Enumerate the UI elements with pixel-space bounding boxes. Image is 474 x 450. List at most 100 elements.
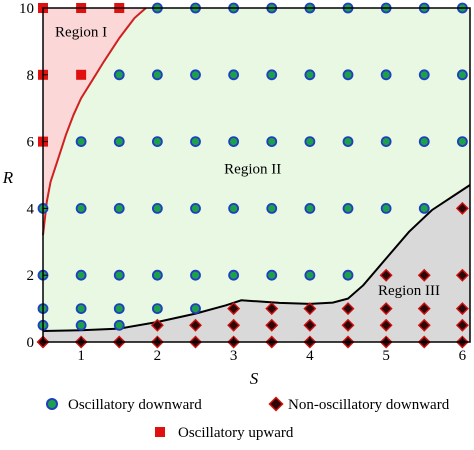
legend-item-oscillatory-downward: Oscillatory downward [46, 397, 202, 413]
oscillatory-downward-point [456, 69, 468, 81]
non-oscillatory-downward-point [417, 268, 431, 282]
legend-circle-marker [46, 398, 58, 410]
oscillatory-downward-point [151, 269, 163, 281]
oscillatory-downward-point [342, 202, 354, 214]
oscillatory-downward-point [304, 269, 316, 281]
non-oscillatory-downward-point [341, 318, 355, 332]
x-tick-label: 3 [230, 348, 238, 364]
oscillatory-downward-point [266, 69, 278, 81]
x-tick-label: 6 [459, 348, 467, 364]
region-1-label: Region I [55, 24, 107, 40]
lower-boundary-curve [42, 184, 471, 332]
axis-ticks: 1 2 3 4 5 6 0 2 4 6 8 10 [19, 1, 467, 364]
legend-item-non-oscillatory-downward: Non-oscillatory downward [268, 396, 450, 413]
oscillatory-downward-point [342, 136, 354, 148]
legend-item-oscillatory-upward: Oscillatory upward [155, 425, 294, 441]
oscillatory-downward-point [304, 69, 316, 81]
region-1-fill [43, 8, 146, 236]
x-tick-label: 5 [382, 348, 390, 364]
non-oscillatory-downward-point [265, 318, 279, 332]
oscillatory-downward-point [151, 202, 163, 214]
oscillatory-downward-point [113, 303, 125, 315]
oscillatory-downward-point [75, 303, 87, 315]
y-tick-label: 6 [27, 135, 35, 151]
non-oscillatory-downward-point [379, 268, 393, 282]
non-oscillatory-downward-point [455, 201, 469, 215]
legend-label-non-oscillatory-downward: Non-oscillatory downward [288, 397, 450, 413]
region-2-fill [43, 8, 470, 342]
oscillatory-downward-point [342, 269, 354, 281]
y-tick-label: 10 [19, 1, 34, 17]
oscillatory-downward-point [113, 202, 125, 214]
oscillatory-downward-point [228, 202, 240, 214]
oscillatory-downward-point [113, 319, 125, 331]
legend-label-oscillatory-upward: Oscillatory upward [178, 425, 294, 441]
non-oscillatory-downward-point [303, 318, 317, 332]
upper-boundary-curve [42, 7, 147, 236]
legend: Oscillatory downward Non-oscillatory dow… [46, 396, 450, 441]
oscillatory-downward-point [75, 136, 87, 148]
non-oscillatory-downward-point [379, 318, 393, 332]
oscillatory-downward-point [75, 269, 87, 281]
oscillatory-downward-point [304, 136, 316, 148]
oscillatory-downward-point [75, 319, 87, 331]
oscillatory-downward-point [456, 136, 468, 148]
non-oscillatory-downward-point [455, 318, 469, 332]
oscillatory-downward-point [190, 69, 201, 81]
x-axis-title: S [250, 369, 259, 388]
oscillatory-downward-point [113, 269, 125, 281]
x-tick-label: 1 [77, 348, 85, 364]
oscillatory-downward-point [342, 69, 354, 81]
region-2-label: Region II [224, 161, 281, 177]
oscillatory-downward-point [190, 136, 201, 148]
oscillatory-downward-point [190, 303, 201, 315]
legend-label-oscillatory-downward: Oscillatory downward [68, 397, 202, 413]
region-3-fill [43, 185, 470, 342]
oscillatory-downward-point [151, 69, 163, 81]
oscillatory-downward-point [151, 136, 163, 148]
non-oscillatory-downward-point [189, 318, 202, 332]
oscillatory-downward-point [113, 69, 125, 81]
oscillatory-downward-point [380, 69, 392, 81]
y-tick-label: 0 [27, 335, 35, 351]
oscillatory-downward-point [190, 202, 201, 214]
oscillatory-downward-point [304, 202, 316, 214]
oscillatory-downward-point [380, 136, 392, 148]
non-oscillatory-downward-point [455, 268, 469, 282]
non-oscillatory-downward-point [227, 302, 241, 316]
oscillatory-downward-point [190, 269, 201, 281]
oscillatory-downward-point [151, 303, 163, 315]
data-points [36, 2, 469, 349]
boundary-curves [42, 7, 471, 332]
non-oscillatory-downward-point [417, 318, 431, 332]
oscillatory-downward-point [266, 136, 278, 148]
x-tick-label: 2 [154, 348, 162, 364]
legend-diamond-marker [268, 396, 284, 412]
x-tick-label: 4 [306, 348, 314, 364]
region-3-label: Region III [378, 283, 440, 299]
oscillatory-downward-point [418, 136, 430, 148]
non-oscillatory-downward-point [379, 302, 393, 316]
non-oscillatory-downward-point [341, 302, 355, 316]
non-oscillatory-downward-point [303, 302, 317, 316]
y-axis-title: R [2, 168, 14, 187]
y-tick-label: 4 [27, 201, 35, 217]
oscillatory-downward-point [266, 202, 278, 214]
non-oscillatory-downward-point [265, 302, 279, 316]
oscillatory-downward-point [380, 202, 392, 214]
legend-square-marker [155, 427, 165, 437]
oscillatory-downward-point [228, 69, 240, 81]
non-oscillatory-downward-point [227, 318, 241, 332]
non-oscillatory-downward-point [455, 302, 469, 316]
oscillatory-downward-point [266, 269, 278, 281]
oscillatory-downward-point [113, 136, 125, 148]
oscillatory-downward-point [75, 202, 87, 214]
y-tick-label: 8 [27, 68, 35, 84]
region-fills [43, 8, 470, 342]
non-oscillatory-downward-point [417, 302, 431, 316]
oscillatory-downward-point [228, 136, 240, 148]
non-oscillatory-downward-point [150, 318, 164, 332]
oscillatory-downward-point [418, 69, 430, 81]
